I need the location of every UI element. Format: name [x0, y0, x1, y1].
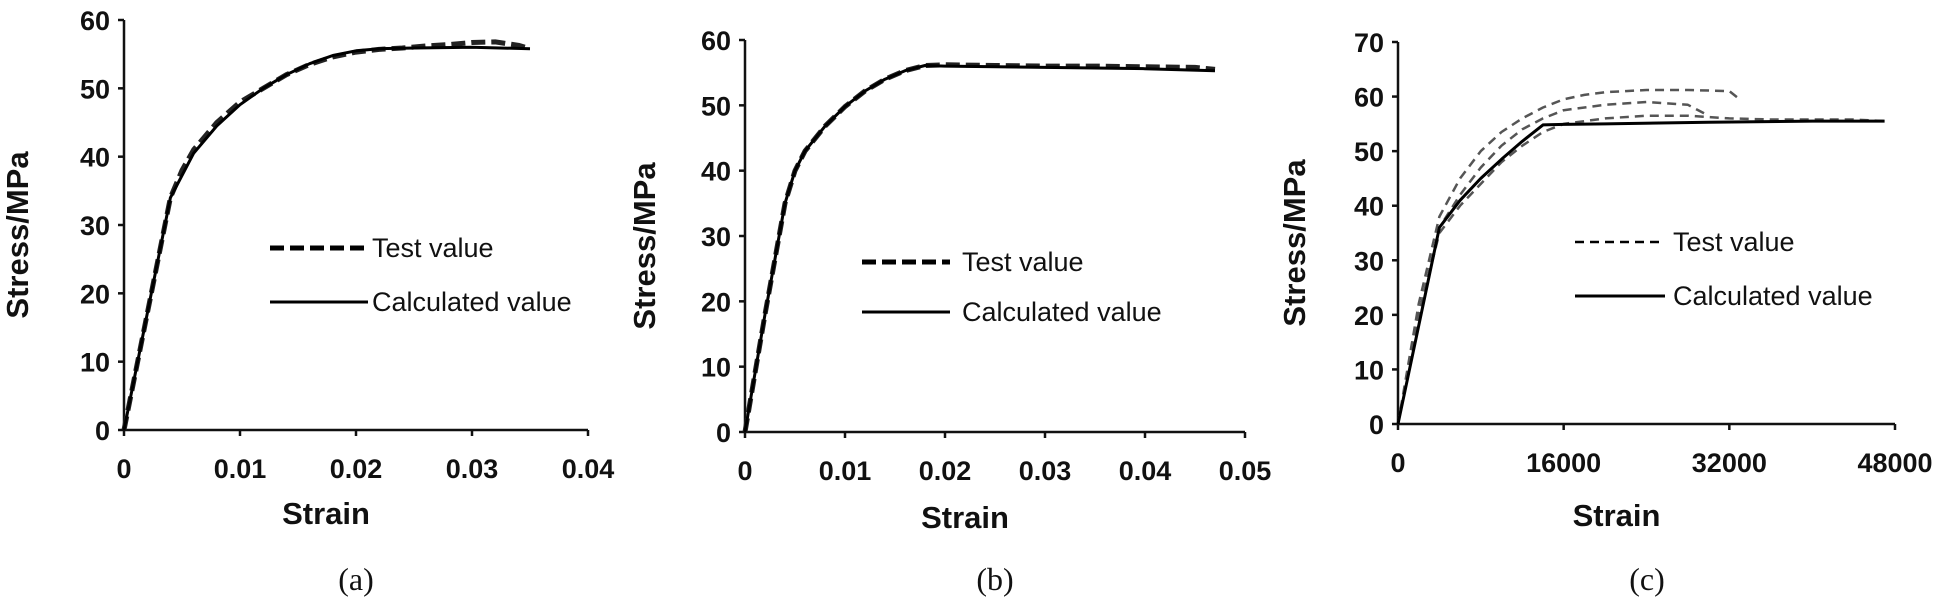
x-axis-label: Strain	[1573, 498, 1661, 533]
y-tick-label: 0	[716, 418, 731, 448]
x-tick-label: 0.01	[214, 454, 267, 484]
x-tick-label: 16000	[1526, 448, 1601, 478]
series-line-test	[1396, 114, 1885, 425]
x-axis-label: Strain	[282, 496, 370, 531]
y-axis-label: Stress/MPa	[0, 151, 35, 319]
y-tick-label: 40	[1354, 192, 1384, 222]
y-tick-label: 20	[701, 287, 731, 317]
y-tick-label: 30	[701, 222, 731, 252]
x-tick-label: 32000	[1692, 448, 1767, 478]
y-tick-label: 60	[1354, 83, 1384, 113]
y-tick-label: 20	[1354, 301, 1384, 331]
x-tick-label: 0.04	[1119, 456, 1172, 486]
x-tick-label: 48000	[1857, 448, 1932, 478]
y-tick-label: 40	[701, 157, 731, 187]
x-tick-label: 0	[1390, 448, 1405, 478]
y-tick-label: 10	[701, 353, 731, 383]
series-line-test	[1396, 88, 1741, 425]
y-axis-label: Stress/MPa	[627, 162, 662, 330]
y-tick-label: 40	[80, 143, 110, 173]
chart-panel-c: 0 10 20 30 40 50 60 70 0 16000 32000 48000 Strain Str…	[1277, 28, 1933, 597]
x-tick-label: 0.02	[330, 454, 383, 484]
y-tick-label: 30	[80, 211, 110, 241]
x-tick-label: 0.02	[919, 456, 972, 486]
x-tick-label: 0.01	[819, 456, 872, 486]
chart-panel-b: 0 10 20 30 40 50 60 0 0.01 0.02 0.03 0.04 0.05 Strain…	[627, 26, 1271, 597]
series-line-test	[1396, 100, 1710, 425]
x-tick-label: 0.04	[562, 454, 615, 484]
x-axis-label: Strain	[921, 500, 1009, 535]
legend-label: Test value	[962, 247, 1084, 277]
legend-label: Calculated value	[1673, 281, 1873, 311]
y-tick-label: 50	[1354, 137, 1384, 167]
y-tick-label: 20	[80, 279, 110, 309]
x-tick-label: 0.05	[1219, 456, 1272, 486]
y-axis-label: Stress/MPa	[1277, 159, 1312, 327]
legend-label: Test value	[372, 233, 494, 263]
series-line-calculated	[743, 64, 1216, 433]
y-tick-label: 30	[1354, 246, 1384, 276]
panel-caption: (b)	[976, 561, 1013, 597]
y-tick-label: 50	[701, 91, 731, 121]
y-tick-label: 10	[1354, 355, 1384, 385]
legend-label: Calculated value	[372, 287, 572, 317]
y-tick-label: 60	[80, 6, 110, 36]
chart-panel-a: 0 10 20 30 40 50 60 0 0.01 0.02 0.03 0.04 Strain Stre…	[0, 6, 614, 597]
y-tick-label: 0	[95, 416, 110, 446]
x-tick-label: 0.03	[446, 454, 499, 484]
x-tick-label: 0	[737, 456, 752, 486]
y-tick-label: 0	[1369, 410, 1384, 440]
y-tick-label: 60	[701, 26, 731, 56]
series-line-calculated	[1396, 119, 1885, 425]
legend-label: Test value	[1673, 227, 1795, 257]
panel-caption: (c)	[1629, 561, 1665, 597]
y-tick-label: 70	[1354, 28, 1384, 58]
y-tick-label: 10	[80, 348, 110, 378]
x-tick-label: 0	[116, 454, 131, 484]
y-tick-label: 50	[80, 74, 110, 104]
legend-label: Calculated value	[962, 297, 1162, 327]
x-tick-label: 0.03	[1019, 456, 1072, 486]
series-line-calculated	[122, 45, 531, 431]
panel-caption: (a)	[338, 561, 374, 597]
